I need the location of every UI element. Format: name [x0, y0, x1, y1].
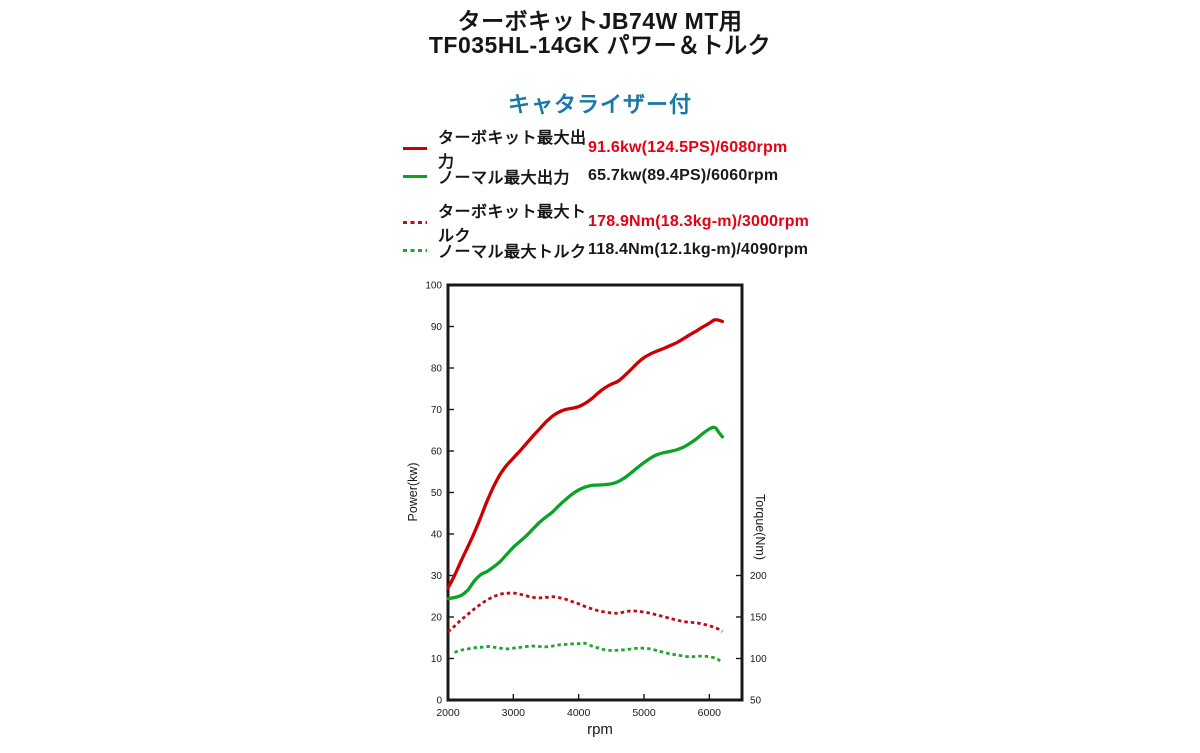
power-axis-tick-label: 50 [431, 488, 443, 499]
power-axis-tick-label: 80 [431, 364, 443, 375]
power-axis-tick-label: 60 [431, 447, 443, 458]
x-axis-tick-label: 5000 [632, 707, 656, 719]
x-axis-tick-label: 4000 [567, 707, 591, 719]
torque-axis-label: Torque(Nm) [753, 494, 767, 560]
torque-axis-tick-label: 150 [750, 613, 767, 624]
chart-legend: ターボキット最大出力 91.6kw(124.5PS)/6080rpm ノーマル最… [403, 130, 810, 264]
x-axis-tick-label: 6000 [698, 707, 722, 719]
legend-line-swatch-red-dashed [403, 220, 427, 224]
dyno-chart-svg: Power(kw) Torque(Nm) rpm 0 10 20 30 40 50 60 70… [406, 281, 767, 739]
power-axis-tick-label: 30 [431, 571, 443, 582]
legend-row-normal-torque: ノーマル最大トルク 118.4Nm(12.1kg-m)/4090rpm [403, 236, 809, 264]
legend-value: 178.9Nm(18.3kg-m)/3000rpm [588, 213, 810, 230]
power-axis-tick-label: 40 [431, 530, 443, 541]
power-axis-tick-label: 70 [431, 405, 443, 416]
legend-label: ノーマル最大出力 [438, 170, 571, 187]
torque-axis-tick-label: 200 [750, 571, 767, 582]
power-axis-label: Power(kw) [406, 462, 420, 521]
power-axis-tick-label: 90 [431, 322, 443, 333]
legend-row-turbo-power: ターボキット最大出力 91.6kw(124.5PS)/6080rpm [403, 130, 809, 171]
legend-row-normal-power: ノーマル最大出力 65.7kw(89.4PS)/6060rpm [403, 162, 809, 190]
legend-value: 91.6kw(124.5PS)/6080rpm [588, 139, 788, 156]
legend-line-swatch-green-dashed [403, 248, 427, 252]
dyno-chart: Power(kw) Torque(Nm) rpm 0 10 20 30 40 50 60 70… [390, 275, 800, 753]
page-title-line1: ターボキットJB74W MT用 [457, 8, 743, 34]
power-axis-tick-label: 0 [436, 696, 442, 707]
power-axis-tick-label: 10 [431, 654, 443, 665]
legend-value: 65.7kw(89.4PS)/6060rpm [588, 167, 779, 184]
page-title-line2: TF035HL-14GK パワー＆トルク [428, 32, 772, 58]
x-axis-tick-label: 3000 [502, 707, 526, 719]
legend-line-swatch-red-solid [403, 146, 427, 150]
x-axis-tick-label: 2000 [436, 707, 460, 719]
legend-label: ノーマル最大トルク [438, 244, 587, 261]
torque-axis-tick-label: 50 [750, 696, 762, 707]
page-subtitle: キャタライザー付 [507, 92, 692, 117]
series-turbo-torque [447, 591, 724, 633]
series-normal-power [446, 425, 725, 601]
torque-axis-tick-label: 100 [750, 654, 767, 665]
x-axis-label: rpm [587, 721, 613, 738]
legend-value: 118.4Nm(12.1kg-m)/4090rpm [588, 241, 809, 258]
power-axis-tick-label: 100 [425, 281, 442, 292]
series-turbo-power [446, 318, 725, 590]
series-normal-torque [454, 641, 724, 664]
legend-row-turbo-torque: ターボキット最大トルク 178.9Nm(18.3kg-m)/3000rpm [403, 204, 810, 245]
legend-label: ターボキット最大トルク [438, 204, 587, 245]
page-title: ターボキットJB74W MT用 TF035HL-14GK パワー＆トルク [0, 10, 1200, 58]
legend-line-swatch-green-solid [403, 174, 427, 178]
power-axis-tick-label: 20 [431, 613, 443, 624]
legend-label: ターボキット最大出力 [438, 130, 587, 171]
